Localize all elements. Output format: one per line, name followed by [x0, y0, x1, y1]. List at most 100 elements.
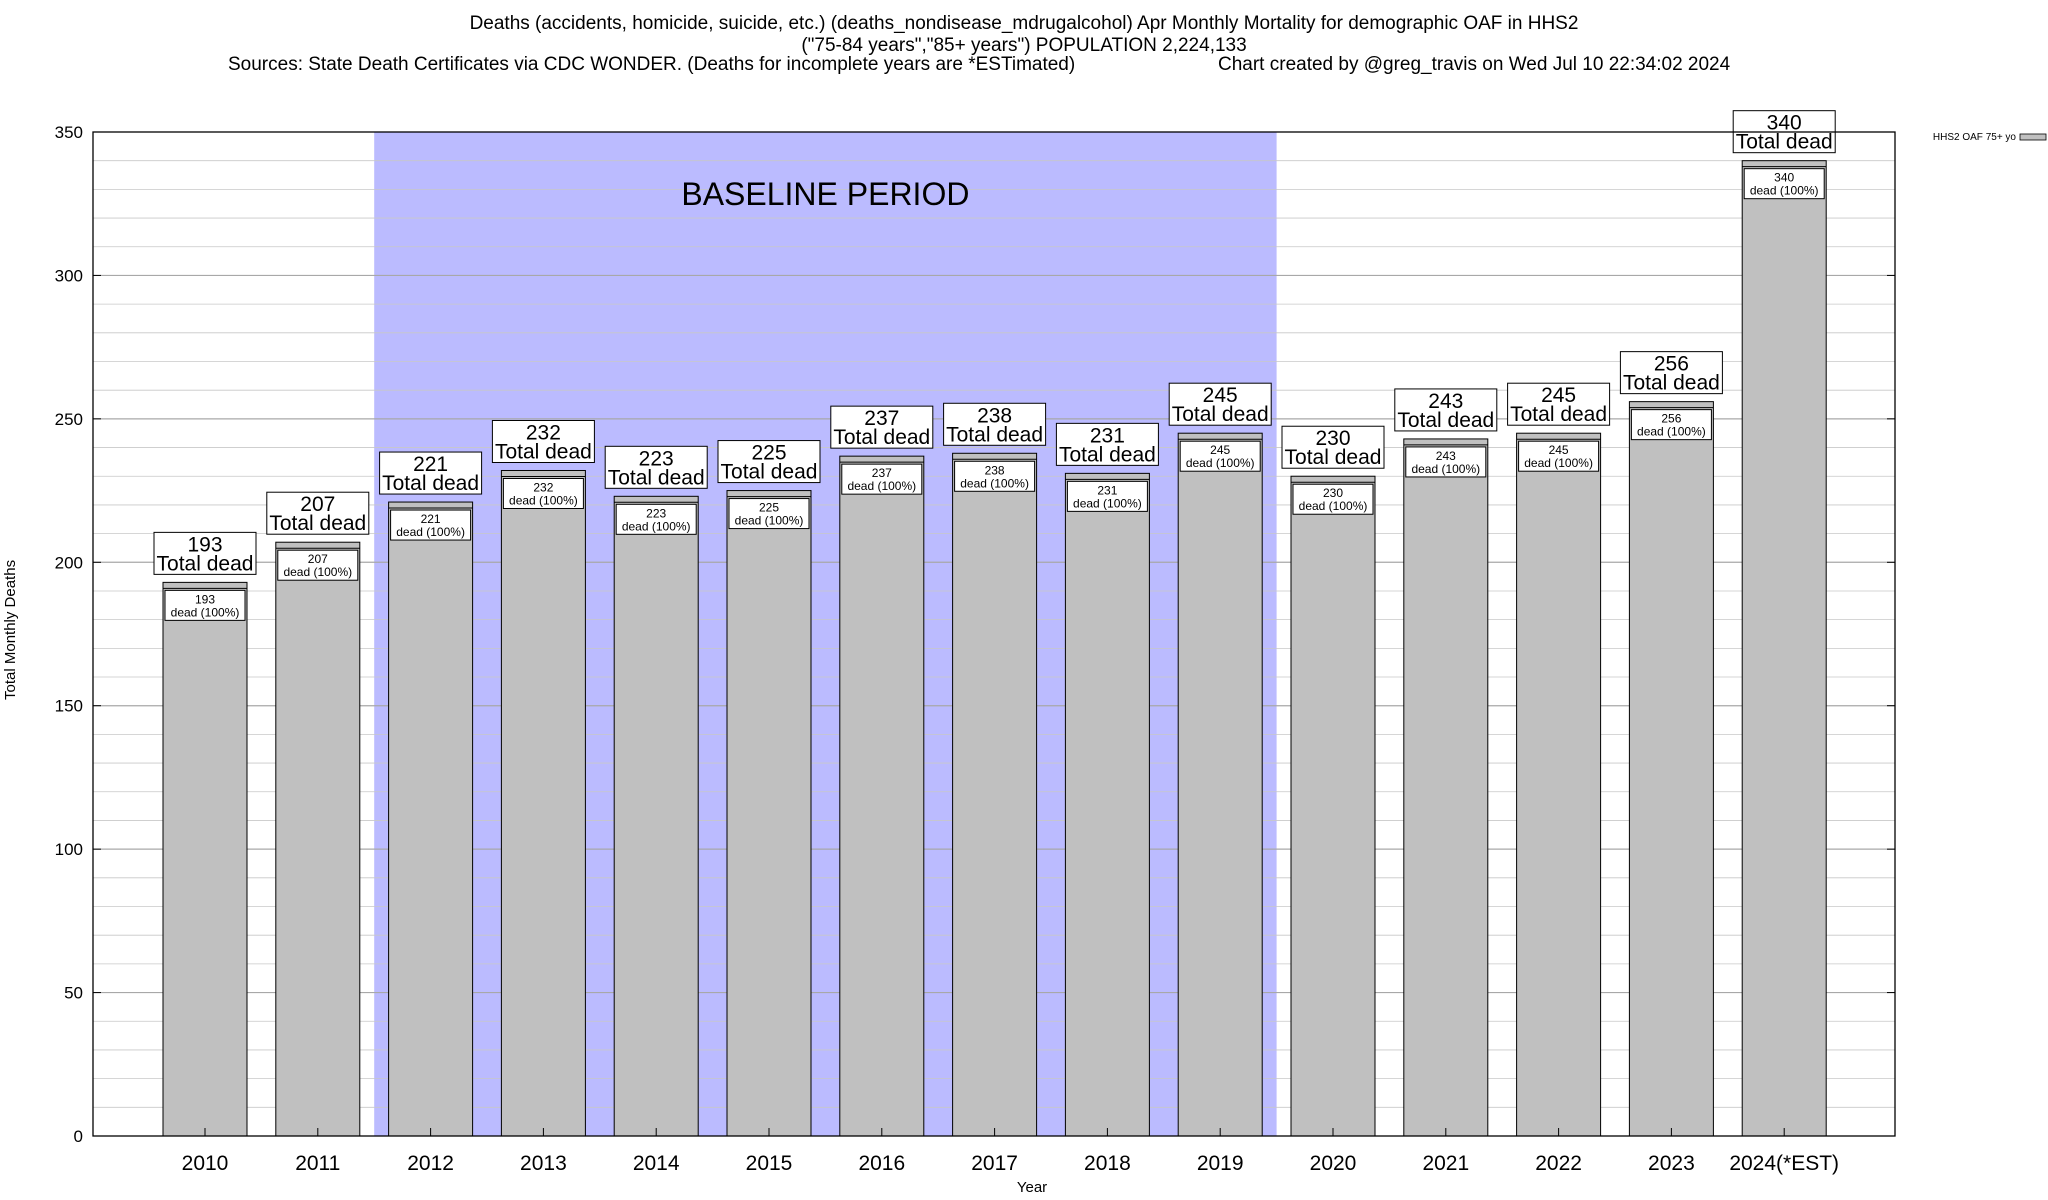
inner-label-box: [1066, 480, 1148, 512]
total-label-text: Total dead: [495, 440, 592, 463]
x-tick-label: 2012: [407, 1152, 454, 1175]
inner-label-pct: dead (100%): [1073, 496, 1142, 510]
baseline-period-label: BASELINE PERIOD: [681, 176, 969, 212]
total-label-value: 232: [526, 421, 561, 444]
inner-label-box: [390, 509, 472, 541]
bar: [388, 501, 474, 1137]
bar: [1177, 432, 1263, 1137]
inner-label-value: 238: [985, 463, 1005, 477]
total-label-box: [153, 531, 257, 575]
total-label-value: 238: [977, 404, 1012, 427]
y-tick-label: 0: [74, 1127, 83, 1146]
x-axis-label: Year: [1017, 1179, 1047, 1196]
bar: [1741, 160, 1827, 1137]
x-tick-label: 2014: [633, 1152, 680, 1175]
total-label-value: 243: [1428, 390, 1463, 413]
x-tick-label: 2016: [858, 1152, 905, 1175]
inner-label-value: 207: [308, 552, 328, 566]
bar: [275, 541, 361, 1137]
x-tick-label: 2022: [1535, 1152, 1582, 1175]
total-label-text: Total dead: [1172, 403, 1269, 426]
inner-label-pct: dead (100%): [1524, 456, 1593, 470]
x-tick-label: 2015: [746, 1152, 793, 1175]
total-label-value: 231: [1090, 424, 1125, 447]
x-tick-label: 2019: [1197, 1152, 1244, 1175]
total-label-text: Total dead: [608, 466, 705, 489]
total-label-box: [1281, 425, 1385, 469]
inner-label-value: 223: [646, 506, 666, 520]
total-label-box: [604, 445, 708, 489]
inner-label-box: [1518, 440, 1600, 472]
total-label-text: Total dead: [1510, 403, 1607, 426]
bar: [1403, 438, 1489, 1137]
total-label-value: 245: [1541, 384, 1576, 407]
inner-label-pct: dead (100%): [171, 605, 240, 619]
total-label-text: Total dead: [946, 423, 1043, 446]
bar: [1064, 472, 1150, 1137]
bar: [500, 469, 586, 1137]
total-label-value: 221: [413, 453, 448, 476]
y-tick-label: 350: [55, 123, 83, 142]
inner-label-pct: dead (100%): [1637, 425, 1706, 439]
total-label-text: Total dead: [1285, 446, 1382, 469]
y-tick-label: 250: [55, 410, 83, 429]
total-label-text: Total dead: [1623, 372, 1720, 395]
chart-credit: Chart created by @greg_travis on Wed Jul…: [1218, 54, 1731, 75]
inner-label-box: [954, 460, 1036, 492]
y-tick-label: 100: [55, 840, 83, 859]
inner-label-box: [615, 503, 697, 535]
legend-label: HHS2 OAF 75+ yo: [1933, 132, 2017, 143]
total-label-value: 237: [864, 407, 899, 430]
inner-label-box: [728, 498, 810, 530]
inner-label-box: [1405, 446, 1487, 478]
total-label-box: [830, 405, 934, 449]
inner-label-value: 232: [533, 480, 553, 494]
inner-label-pct: dead (100%): [847, 479, 916, 493]
inner-label-pct: dead (100%): [509, 493, 578, 507]
inner-label-pct: dead (100%): [1299, 499, 1368, 513]
x-tick-label: 2010: [182, 1152, 229, 1175]
total-label-box: [266, 491, 370, 535]
inner-label-value: 225: [759, 501, 779, 515]
bar: [162, 581, 248, 1137]
total-label-value: 230: [1315, 427, 1350, 450]
inner-label-box: [164, 589, 246, 621]
inner-label-box: [841, 463, 923, 495]
inner-label-pct: dead (100%): [1411, 462, 1480, 476]
y-tick-label: 150: [55, 697, 83, 716]
x-tick-label: 2020: [1310, 1152, 1357, 1175]
total-label-box: [379, 451, 483, 495]
total-label-box: [491, 419, 595, 463]
inner-label-box: [1630, 409, 1712, 441]
total-label-box: [1619, 351, 1723, 395]
total-label-box: [943, 402, 1047, 446]
total-label-box: [1507, 382, 1611, 426]
bar: [1290, 475, 1376, 1137]
y-tick-label: 200: [55, 553, 83, 572]
bar: [613, 495, 699, 1137]
inner-label-pct: dead (100%): [283, 565, 352, 579]
inner-label-box: [1743, 168, 1825, 200]
total-label-box: [1394, 388, 1498, 432]
x-tick-label: 2021: [1422, 1152, 1469, 1175]
x-tick-label: 2023: [1648, 1152, 1695, 1175]
total-label-text: Total dead: [382, 472, 479, 495]
inner-label-pct: dead (100%): [396, 525, 465, 539]
plot-frame: [92, 131, 1896, 1137]
total-label-value: 223: [639, 447, 674, 470]
inner-label-value: 245: [1210, 443, 1230, 457]
total-label-value: 245: [1203, 384, 1238, 407]
total-label-box: [1055, 422, 1159, 466]
total-label-value: 340: [1767, 112, 1802, 135]
total-label-box: [717, 440, 821, 484]
x-tick-label: 2013: [520, 1152, 567, 1175]
bar: [839, 455, 925, 1137]
y-tick-label: 50: [64, 984, 83, 1003]
chart-title-line2: ("75-84 years","85+ years") POPULATION 2…: [801, 35, 1247, 56]
total-label-text: Total dead: [1397, 409, 1494, 432]
total-label-text: Total dead: [833, 426, 930, 449]
bar: [952, 452, 1038, 1137]
total-label-text: Total dead: [157, 552, 254, 575]
inner-label-value: 243: [1436, 449, 1456, 463]
bar: [1628, 401, 1714, 1137]
